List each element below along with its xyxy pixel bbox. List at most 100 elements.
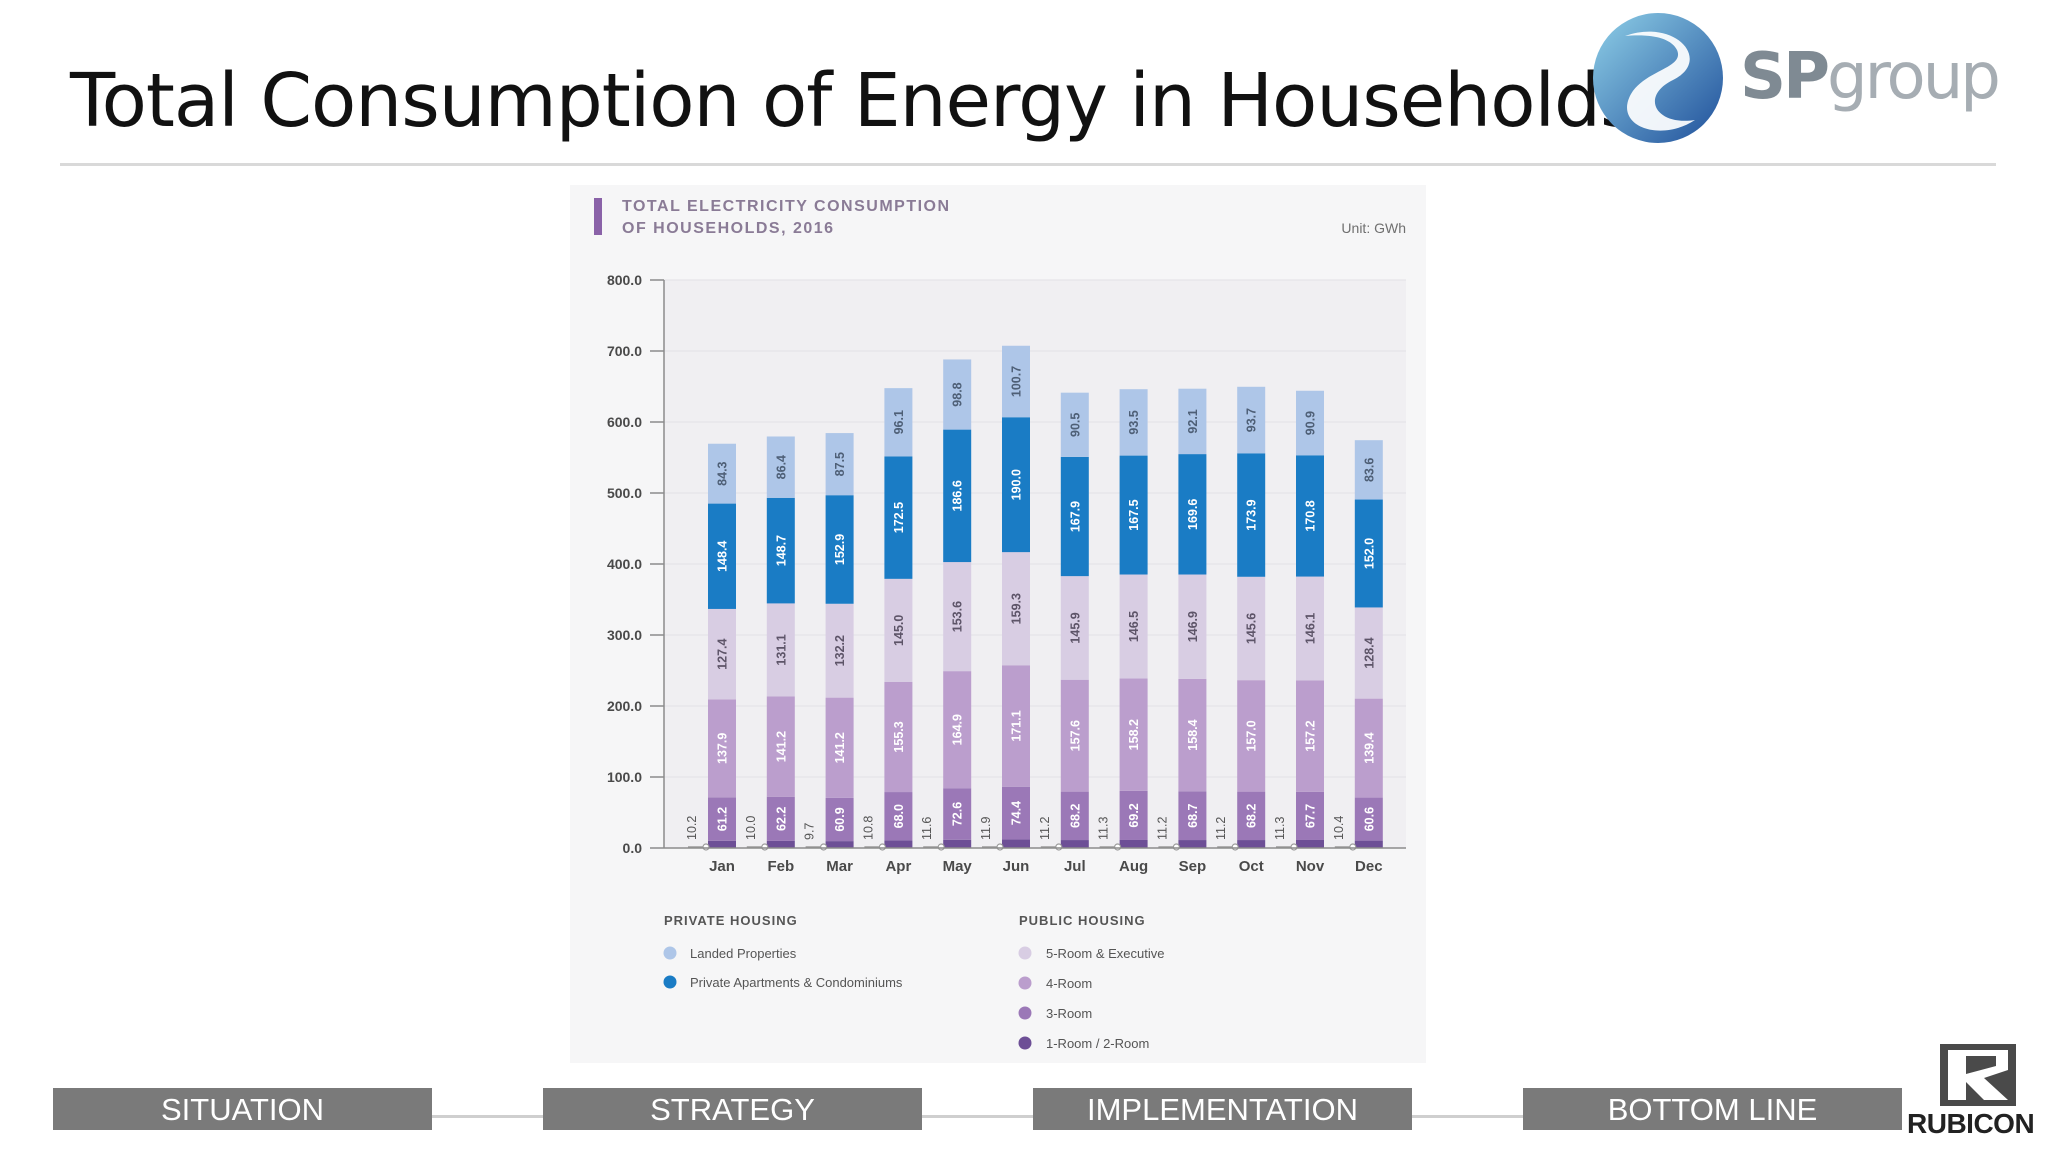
y-tick-label: 600.0 xyxy=(607,414,642,430)
chart-unit-label: Unit: GWh xyxy=(1341,220,1406,236)
data-label: 10.8 xyxy=(861,816,875,840)
bar-segment xyxy=(1237,791,1266,841)
data-label: 139.4 xyxy=(1362,732,1376,763)
y-tick-label: 500.0 xyxy=(607,485,642,501)
bar-segment xyxy=(884,792,913,841)
data-label: 90.9 xyxy=(1304,411,1318,435)
data-label: 98.8 xyxy=(951,382,965,406)
legend-swatch xyxy=(1018,1036,1032,1050)
data-label: 132.2 xyxy=(833,635,847,666)
bar-segment xyxy=(708,699,736,798)
data-label: 152.0 xyxy=(1362,538,1376,569)
data-label: 148.4 xyxy=(716,541,730,572)
legend-swatch xyxy=(1018,946,1032,960)
y-tick-label: 200.0 xyxy=(607,698,642,714)
bar-segment xyxy=(1296,839,1324,848)
leader-dot xyxy=(1113,843,1122,851)
x-tick-label: Nov xyxy=(1296,858,1325,875)
data-label: 131.1 xyxy=(774,634,788,665)
bar-segment xyxy=(1296,390,1324,456)
bar-segment xyxy=(1060,679,1089,792)
bar-segment xyxy=(1119,574,1148,679)
data-label: 11.3 xyxy=(1273,817,1287,840)
bar-segment xyxy=(943,671,972,789)
data-label: 152.9 xyxy=(833,534,847,565)
bar-segment xyxy=(1237,576,1266,681)
sp-group-logo-icon xyxy=(1593,13,1723,143)
nav-strategy[interactable]: STRATEGY xyxy=(543,1088,922,1130)
bar-segment xyxy=(1178,840,1207,848)
data-label: 11.2 xyxy=(1214,817,1228,840)
page-title: Total Consumption of Energy in Household… xyxy=(70,58,1639,144)
x-tick-label: Oct xyxy=(1239,858,1264,875)
bar-segment xyxy=(1354,840,1383,848)
bar-segment xyxy=(1296,680,1324,792)
legend-label: 3-Room xyxy=(1046,1006,1092,1021)
bar-segment xyxy=(1002,345,1030,418)
nav-bottom-line[interactable]: BOTTOM LINE xyxy=(1523,1088,1902,1130)
bar-segment xyxy=(1060,840,1089,848)
nav-connector xyxy=(922,1115,1034,1118)
bar-segment xyxy=(1178,454,1207,575)
data-label: 84.3 xyxy=(716,461,730,485)
bar-segment xyxy=(884,388,913,457)
bar-segment xyxy=(1296,576,1324,681)
data-label: 68.7 xyxy=(1186,803,1200,827)
x-tick-label: Jun xyxy=(1003,858,1030,875)
bar-segment xyxy=(708,443,736,504)
legend-label: 5-Room & Executive xyxy=(1046,946,1165,961)
bar-segment xyxy=(884,456,913,579)
data-label: 153.6 xyxy=(951,601,965,632)
chart-title-line2: OF HOUSEHOLDS, 2016 xyxy=(622,220,835,237)
y-tick-label: 700.0 xyxy=(607,343,642,359)
data-label: 128.4 xyxy=(1362,637,1376,668)
bar-segment xyxy=(1060,456,1089,577)
data-label: 87.5 xyxy=(833,452,847,476)
x-tick-label: Mar xyxy=(826,858,853,875)
data-label: 72.6 xyxy=(951,802,965,826)
x-tick-label: Aug xyxy=(1119,858,1148,875)
bar-segment xyxy=(943,359,972,430)
data-label: 157.2 xyxy=(1304,720,1318,751)
data-label: 68.0 xyxy=(892,804,906,828)
bar-segment xyxy=(1119,790,1148,840)
bar-segment xyxy=(1237,453,1266,577)
bar-segment xyxy=(825,603,854,698)
leader-dot xyxy=(937,843,945,851)
legend-label: Private Apartments & Condominiums xyxy=(690,975,903,990)
data-label: 60.6 xyxy=(1362,807,1376,831)
data-label: 60.9 xyxy=(833,807,847,831)
data-label: 146.5 xyxy=(1127,611,1141,642)
bar-segment xyxy=(943,839,972,848)
data-label: 145.9 xyxy=(1068,612,1082,643)
bar-segment xyxy=(1237,680,1266,792)
x-tick-label: May xyxy=(943,858,973,875)
bar-segment xyxy=(1119,455,1148,575)
data-label: 158.2 xyxy=(1127,719,1141,750)
bar-segment xyxy=(1237,386,1266,454)
data-label: 146.9 xyxy=(1186,611,1200,642)
y-tick-label: 300.0 xyxy=(607,627,642,643)
bar-segment xyxy=(1354,797,1383,841)
bar-segment xyxy=(766,603,795,697)
nav-implementation[interactable]: IMPLEMENTATION xyxy=(1033,1088,1412,1130)
bar-segment xyxy=(708,840,736,848)
nav-connector xyxy=(432,1115,544,1118)
data-label: 127.4 xyxy=(716,638,730,669)
bar-segment xyxy=(884,578,913,682)
data-label: 167.9 xyxy=(1068,501,1082,532)
data-label: 93.7 xyxy=(1245,408,1259,432)
data-label: 69.2 xyxy=(1127,803,1141,827)
data-label: 169.6 xyxy=(1186,499,1200,530)
data-label: 9.7 xyxy=(803,823,817,840)
bar-segment xyxy=(1296,791,1324,840)
y-tick-label: 800.0 xyxy=(607,272,642,288)
leader-dot xyxy=(878,843,886,851)
data-label: 145.0 xyxy=(892,615,906,646)
bar-segment xyxy=(884,840,913,848)
bar-segment xyxy=(1354,607,1383,699)
nav-situation[interactable]: SITUATION xyxy=(53,1088,432,1130)
bar-segment xyxy=(1060,392,1089,457)
x-tick-label: Apr xyxy=(885,858,911,875)
bar-segment xyxy=(1119,839,1148,848)
